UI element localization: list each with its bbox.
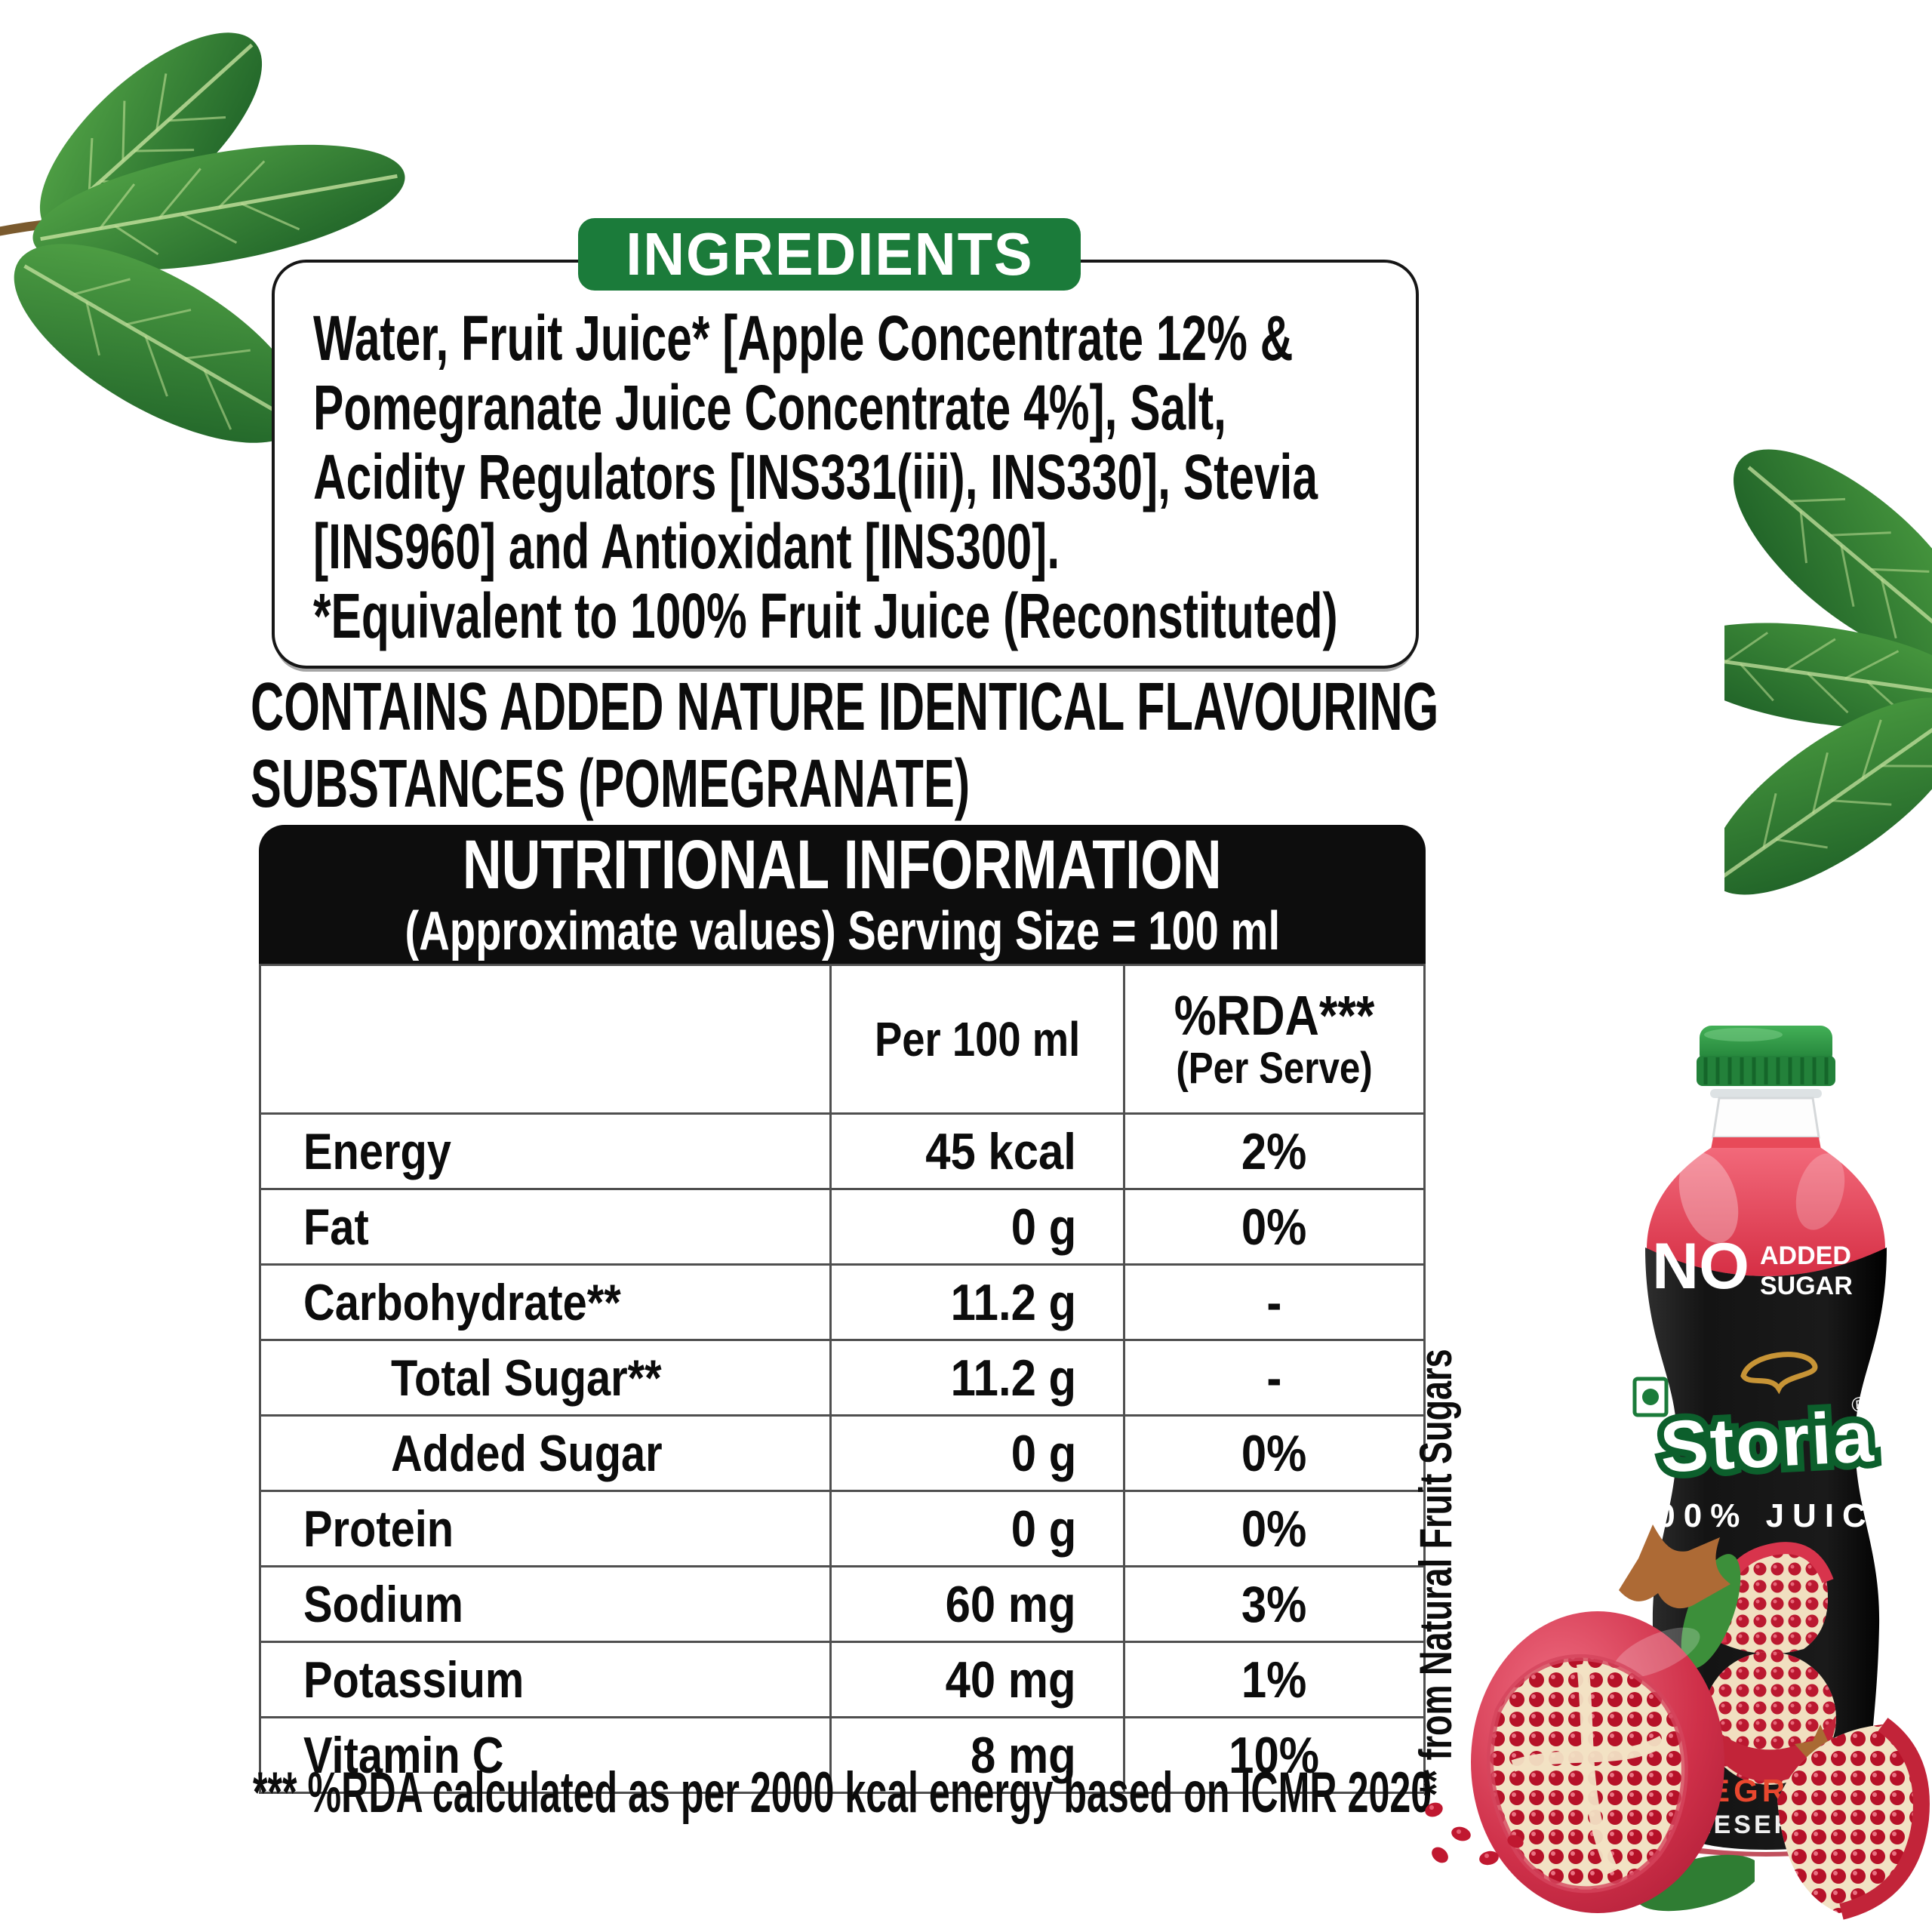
brand-mascot-icon [1740, 1352, 1818, 1395]
neck-ring [1710, 1089, 1822, 1098]
row-label: Total Sugar** [391, 1349, 662, 1407]
row-rda: - [1266, 1273, 1282, 1331]
leaf-cluster-right-icon [1724, 449, 1932, 895]
contains-note-line: CONTAINS ADDED NATURE IDENTICAL FLAVOURI… [251, 669, 1439, 745]
brand-logo: Storia ® [1651, 1389, 1883, 1495]
row-per100: 0 g [1011, 1198, 1076, 1256]
row-label: Fat [303, 1198, 369, 1256]
natural-sugars-note: ** from Natural Fruit Sugars [1411, 1349, 1461, 1796]
ingredients-badge: INGREDIENTS [578, 218, 1081, 291]
table-row: Potassium 40 mg 1% [258, 1641, 1426, 1718]
rda-footnote: *** %RDA calculated as per 2000 kcal ene… [253, 1761, 1443, 1825]
row-rda: 0% [1241, 1198, 1307, 1256]
claim-sugar-text: SUGAR [1760, 1272, 1853, 1300]
veg-mark-icon [1632, 1377, 1669, 1417]
pomegranate-whole-icon [1471, 1524, 1755, 1913]
contains-note-line: SUBSTANCES (POMEGRANATE) [251, 746, 971, 822]
row-label: Potassium [303, 1651, 525, 1709]
contains-note: CONTAINS ADDED NATURE IDENTICAL FLAVOURI… [251, 669, 1932, 823]
table-row: Energy 45 kcal 2% [258, 1112, 1426, 1190]
row-per100: 11.2 g [950, 1273, 1076, 1331]
row-label: Protein [303, 1500, 454, 1558]
table-row: Total Sugar** 11.2 g - [258, 1339, 1426, 1417]
row-rda: 2% [1241, 1122, 1307, 1180]
row-per100: 40 mg [945, 1651, 1076, 1709]
table-row: Vitamin C 8 mg 10% [258, 1716, 1426, 1794]
ingredients-badge-label: INGREDIENTS [625, 220, 1034, 288]
row-per100: 0 g [1011, 1500, 1076, 1558]
table-row: Carbohydrate** 11.2 g - [258, 1263, 1426, 1341]
ingredients-line: Acidity Regulators [INS331(iii), INS330]… [313, 441, 1318, 512]
row-rda: 0% [1241, 1424, 1307, 1482]
nutrition-table: NUTRITIONAL INFORMATION (Approximate val… [258, 825, 1426, 1794]
seed-spill-icon [1425, 1802, 1524, 1866]
juice-100-text: 100% JUICE [1630, 1497, 1902, 1534]
row-per100: 0 g [1011, 1424, 1076, 1482]
row-label: Added Sugar [391, 1424, 663, 1482]
nutrition-table-header: NUTRITIONAL INFORMATION (Approximate val… [259, 825, 1426, 964]
row-label: Carbohydrate** [303, 1273, 621, 1331]
row-per100: 8 mg [971, 1726, 1076, 1784]
brand-name-text: Storia [1658, 1396, 1876, 1488]
table-row: Fat 0 g 0% [258, 1188, 1426, 1266]
registered-mark: ® [1851, 1392, 1869, 1417]
ingredients-line: *Equivalent to 100% Fruit Juice (Reconst… [313, 580, 1338, 651]
table-row: Added Sugar 0 g 0% [258, 1414, 1426, 1492]
juice-shoulder [1647, 1148, 1885, 1276]
column-header-rda: %RDA*** (Per Serve) [1122, 964, 1426, 1115]
bottle-cap-icon [1697, 1026, 1835, 1086]
row-label: Energy [303, 1122, 451, 1180]
column-header-per100: Per 100 ml [829, 964, 1125, 1115]
row-rda: - [1266, 1349, 1282, 1407]
ingredients-text: Water, Fruit Juice* [Apple Concentrate 1… [313, 303, 1737, 651]
row-per100: 45 kcal [925, 1122, 1076, 1180]
table-row: Sodium 60 mg 3% [258, 1565, 1426, 1643]
nutrition-subtitle: (Approximate values) Serving Size = 100 … [405, 901, 1280, 961]
row-label: Sodium [303, 1575, 463, 1633]
column-header-blank [258, 964, 832, 1115]
table-row: Protein 0 g 0% [258, 1490, 1426, 1567]
ingredients-line: Water, Fruit Juice* [Apple Concentrate 1… [313, 303, 1294, 374]
no-added-sugar-claim: NO ADDED SUGAR [1652, 1230, 1853, 1303]
row-per100: 11.2 g [950, 1349, 1076, 1407]
row-label: Vitamin C [303, 1726, 504, 1784]
column-header-row: Per 100 ml %RDA*** (Per Serve) [258, 964, 1426, 1115]
row-rda: 0% [1241, 1500, 1307, 1558]
bottle-neck [1712, 1097, 1820, 1139]
leaf-cluster-top-left-icon [0, 32, 405, 443]
claim-added-text: ADDED [1760, 1241, 1851, 1270]
juice-surface [1711, 1137, 1821, 1149]
row-rda: 10% [1229, 1726, 1320, 1784]
nutrition-title: NUTRITIONAL INFORMATION [463, 826, 1222, 903]
nutrition-grid: Per 100 ml %RDA*** (Per Serve) Energy 45… [258, 964, 1426, 1794]
row-rda: 1% [1241, 1651, 1307, 1709]
ingredients-line: Pomegranate Juice Concentrate 4%], Salt, [313, 372, 1226, 443]
ingredients-line: [INS960] and Antioxidant [INS300]. [313, 511, 1060, 582]
row-per100: 60 mg [945, 1575, 1076, 1633]
claim-no-text: NO [1652, 1230, 1749, 1303]
pomegranate-wedge-icon [1777, 1718, 1930, 1920]
row-rda: 3% [1241, 1575, 1307, 1633]
